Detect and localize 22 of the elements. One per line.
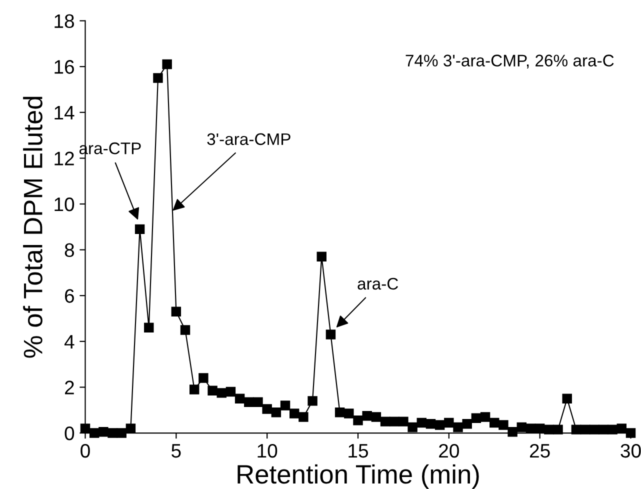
annotation: 3'-ara-CMP xyxy=(207,133,290,146)
x-tick-label: 30 xyxy=(620,444,641,458)
y-tick-label: 0 xyxy=(64,426,74,440)
y-tick-label: 10 xyxy=(54,197,74,212)
annotation: 74% 3'-ara-CMP, 26% ara-C xyxy=(406,54,614,68)
y-tick-label: 6 xyxy=(65,289,74,303)
y-tick-label: 8 xyxy=(64,243,74,258)
x-tick-label: 25 xyxy=(530,444,550,458)
y-tick-label: 4 xyxy=(64,335,74,348)
y-tick-label: 2 xyxy=(65,380,74,394)
y-tick-label: 16 xyxy=(54,60,74,74)
y-axis-title: % of Total DPM Eluted xyxy=(23,96,42,358)
x-tick-label: 0 xyxy=(80,444,90,458)
x-tick-label: 5 xyxy=(172,444,181,458)
x-tick-label: 15 xyxy=(348,444,368,458)
x-tick-label: 10 xyxy=(258,444,278,458)
x-tick-label: 20 xyxy=(439,444,459,458)
annotation: ara-C xyxy=(358,278,398,290)
y-tick-label: 18 xyxy=(54,14,74,28)
y-tick-label: 14 xyxy=(54,106,74,120)
y-tick-label: 12 xyxy=(54,152,74,166)
x-axis-title: Retention Time (min) xyxy=(238,464,479,489)
